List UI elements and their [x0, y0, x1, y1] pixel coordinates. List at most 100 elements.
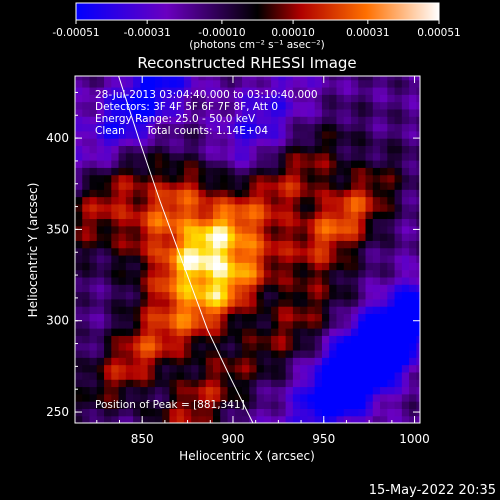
heatmap-cell [249, 254, 258, 263]
heatmap-cell [416, 181, 420, 190]
heatmap-cell [133, 152, 141, 161]
heatmap-cell [394, 181, 403, 190]
heatmap-cell [82, 306, 91, 315]
heatmap-cell [321, 269, 330, 278]
heatmap-cell [336, 247, 345, 256]
heatmap-cell [329, 211, 338, 220]
heatmap-cell [133, 386, 141, 395]
heatmap-cell [75, 181, 83, 190]
heatmap-cell [387, 313, 396, 322]
heatmap-cell [176, 247, 185, 256]
heatmap-cell [198, 211, 207, 220]
heatmap-cell [271, 160, 279, 168]
heatmap-cell [147, 174, 156, 183]
heatmap-cell [111, 189, 120, 198]
heatmap-cell [263, 145, 272, 154]
heatmap-cell [205, 152, 214, 161]
heatmap-cell [125, 116, 134, 125]
heatmap-cell [292, 371, 301, 380]
heatmap-cell [234, 401, 243, 409]
heatmap-cell [416, 262, 420, 271]
heatmap-cell [263, 167, 272, 176]
heatmap-cell [351, 76, 359, 81]
heatmap-cell [183, 371, 192, 380]
heatmap-cell [104, 386, 112, 395]
heatmap-cell [394, 152, 403, 161]
heatmap-cell [118, 108, 127, 117]
heatmap-cell [162, 123, 171, 132]
heatmap-cell [271, 94, 279, 103]
heatmap-cell [249, 393, 258, 402]
heatmap-cell [249, 386, 258, 395]
heatmap-cell [307, 211, 316, 220]
heatmap-cell [249, 108, 258, 117]
heatmap-cell [234, 349, 243, 358]
heatmap-cell [263, 386, 272, 395]
heatmap-cell [227, 284, 236, 293]
heatmap-cell [133, 116, 141, 125]
heatmap-cell [271, 196, 279, 205]
heatmap-cell [321, 94, 330, 103]
heatmap-cell [321, 160, 330, 168]
heatmap-cell [358, 386, 367, 395]
heatmap-cell [409, 196, 417, 205]
heatmap-cell [351, 379, 359, 388]
heatmap-cell [394, 349, 403, 358]
heatmap-cell [75, 276, 83, 285]
heatmap-cell [416, 313, 420, 322]
heatmap-cell [271, 364, 279, 373]
heatmap-cell [380, 116, 388, 125]
heatmap-cell [278, 160, 287, 168]
heatmap-cell [82, 240, 91, 249]
heatmap-cell [96, 379, 105, 388]
heatmap-cell [278, 379, 287, 388]
heatmap-cell [416, 247, 420, 256]
heatmap-cell [227, 225, 236, 234]
heatmap-cell [133, 291, 141, 300]
heatmap-cell [198, 167, 207, 176]
heatmap-cell [147, 357, 156, 366]
heatmap-cell [133, 167, 141, 176]
heatmap-cell [213, 328, 221, 336]
heatmap-cell [183, 401, 192, 409]
heatmap-cell [89, 86, 98, 95]
heatmap-cell [380, 364, 388, 373]
heatmap-cell [133, 313, 141, 322]
heatmap-cell [329, 123, 338, 132]
heatmap-cell [409, 174, 417, 183]
heatmap-cell [191, 401, 200, 409]
heatmap-cell [169, 335, 178, 344]
heatmap-cell [249, 371, 258, 380]
heatmap-cell [409, 269, 417, 278]
heatmap-cell [104, 393, 112, 402]
heatmap-cell [227, 196, 236, 205]
heatmap-cell [249, 203, 258, 212]
heatmap-cell [387, 94, 396, 103]
heatmap-cell [249, 306, 258, 315]
heatmap-cell [242, 291, 250, 300]
heatmap-cell [198, 357, 207, 366]
heatmap-cell [140, 203, 149, 212]
heatmap-cell [176, 357, 185, 366]
heatmap-cell [176, 196, 185, 205]
heatmap-cell [234, 415, 243, 423]
heatmap-cell [343, 240, 352, 249]
heatmap-cell [140, 386, 149, 395]
heatmap-cell [154, 167, 163, 176]
heatmap-cell [198, 393, 207, 402]
heatmap-cell [249, 247, 258, 256]
heatmap-cell [343, 189, 352, 198]
heatmap-cell [147, 335, 156, 344]
heatmap-cell [292, 203, 301, 212]
heatmap-cell [191, 79, 200, 88]
heatmap-cell [89, 342, 98, 351]
heatmap-cell [198, 247, 207, 256]
heatmap-cell [75, 320, 83, 329]
heatmap-cell [321, 349, 330, 358]
heatmap-cell [351, 276, 359, 285]
heatmap-cell [343, 335, 352, 344]
heatmap-cell [205, 328, 214, 336]
heatmap-cell [242, 262, 250, 271]
heatmap-cell [213, 138, 221, 146]
heatmap-cell [227, 116, 236, 125]
